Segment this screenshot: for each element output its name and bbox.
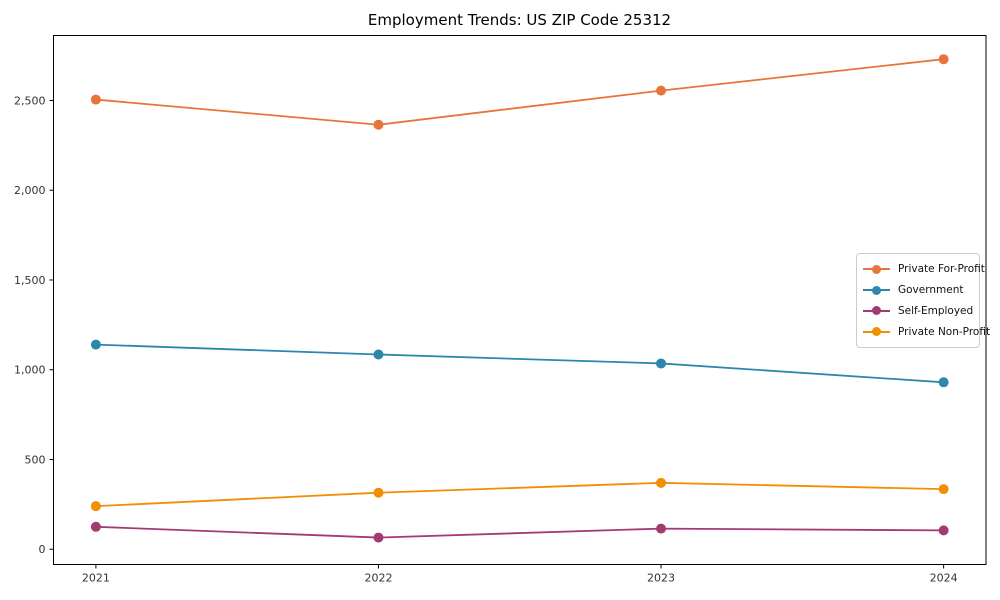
- data-point-government-2022: [373, 349, 384, 360]
- data-point-private-for-profit-2021: [90, 94, 101, 105]
- legend: Private For-Profit Government Self-Emplo…: [856, 253, 990, 348]
- y-axis-tick-label: 2,000: [14, 184, 46, 197]
- data-point-private-non-profit-2023: [656, 477, 667, 488]
- series-line-private-for-profit: [95, 58, 944, 126]
- data-point-self-employed-2021: [90, 521, 101, 532]
- legend-item: Self-Employed: [863, 305, 973, 317]
- data-point-self-employed-2023: [656, 523, 667, 534]
- data-point-private-non-profit-2021: [90, 501, 101, 512]
- data-point-government-2021: [90, 339, 101, 350]
- series-line-self-employed: [95, 525, 944, 539]
- x-axis-tick-label: 2022: [364, 572, 392, 585]
- y-axis-tick-label: 0: [39, 543, 46, 556]
- data-point-private-for-profit-2022: [373, 119, 384, 130]
- legend-marker-icon: [863, 264, 890, 275]
- x-axis-tick-label: 2024: [930, 572, 958, 585]
- data-point-government-2024: [938, 377, 949, 388]
- x-axis-tick-label: 2021: [82, 572, 110, 585]
- legend-item-label: Government: [898, 284, 964, 297]
- data-point-private-non-profit-2024: [938, 484, 949, 495]
- y-axis-tick-label: 500: [25, 453, 46, 466]
- legend-item: Private For-Profit: [863, 263, 985, 275]
- legend-item-label: Private For-Profit: [898, 263, 985, 276]
- data-point-private-for-profit-2024: [938, 54, 949, 65]
- data-point-private-for-profit-2023: [656, 85, 667, 96]
- data-point-private-non-profit-2022: [373, 487, 384, 498]
- series-line-private-non-profit: [95, 481, 944, 508]
- chart-title: Employment Trends: US ZIP Code 25312: [367, 11, 672, 29]
- legend-marker-icon: [863, 326, 890, 337]
- x-axis-tick-label: 2023: [647, 572, 675, 585]
- data-point-government-2023: [656, 358, 667, 369]
- legend-marker-icon: [863, 285, 890, 296]
- legend-item: Government: [863, 284, 973, 296]
- legend-item-label: Private Non-Profit: [898, 325, 991, 338]
- y-axis-tick-label: 2,500: [14, 94, 46, 107]
- legend-item: Private Non-Profit: [863, 326, 990, 338]
- legend-marker-icon: [863, 305, 890, 316]
- data-point-self-employed-2024: [938, 525, 949, 536]
- y-axis-tick-label: 1,500: [14, 274, 46, 287]
- data-point-self-employed-2022: [373, 532, 384, 543]
- y-axis-tick-label: 1,000: [14, 364, 46, 377]
- series-line-government: [95, 343, 944, 384]
- legend-item-label: Self-Employed: [898, 304, 974, 317]
- plot-border: [53, 35, 987, 565]
